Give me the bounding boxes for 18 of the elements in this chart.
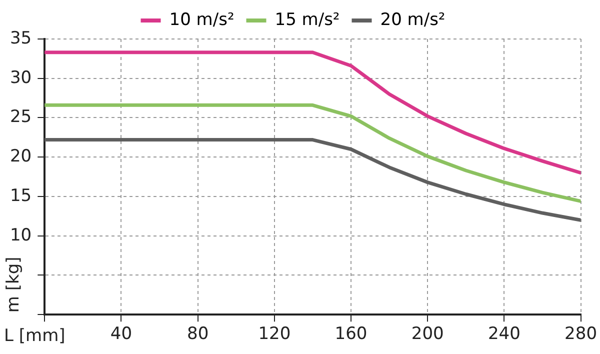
x-tick-label: 280 bbox=[564, 324, 598, 344]
x-tick-label: 200 bbox=[411, 324, 444, 344]
y-tick-label: 10 bbox=[10, 225, 32, 246]
x-axis-title: L [mm] bbox=[4, 326, 66, 346]
legend-label: 20 m/s² bbox=[380, 10, 446, 30]
y-tick-label: 20 bbox=[10, 146, 32, 167]
y-tick-label: 30 bbox=[10, 68, 32, 88]
x-tick-label: 160 bbox=[334, 324, 368, 344]
legend-label: 10 m/s² bbox=[169, 10, 234, 30]
x-tick-label: 40 bbox=[110, 324, 132, 344]
y-axis-title: m [kg] bbox=[3, 256, 24, 313]
y-tick-label: 35 bbox=[10, 28, 32, 48]
legend-label: 15 m/s² bbox=[274, 10, 340, 30]
y-tick-label: 25 bbox=[10, 107, 32, 128]
x-tick-label: 80 bbox=[186, 324, 209, 344]
x-tick-label: 120 bbox=[258, 324, 291, 344]
x-tick-label: 240 bbox=[488, 324, 520, 344]
y-tick-label: 15 bbox=[10, 186, 32, 206]
